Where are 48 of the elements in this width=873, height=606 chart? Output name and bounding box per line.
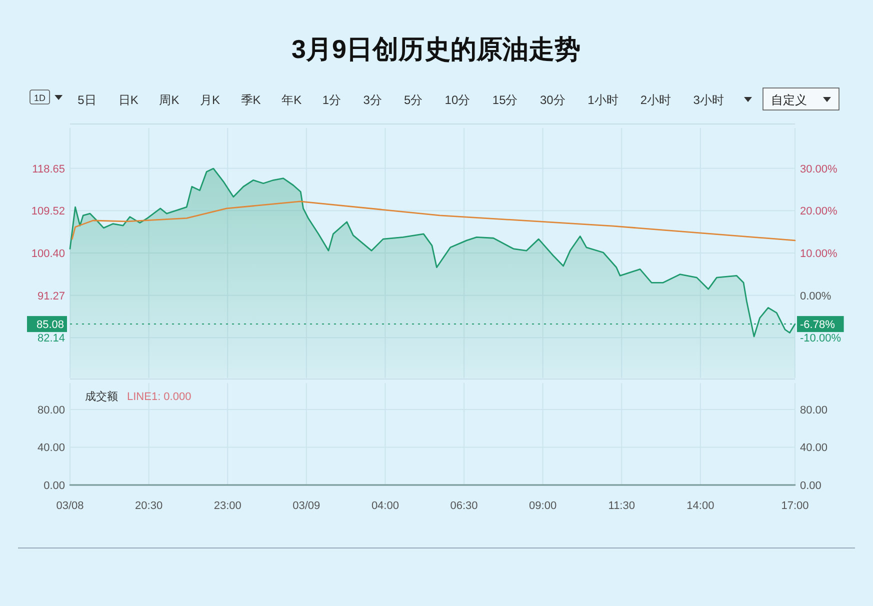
text: 日K [118, 93, 138, 107]
y2-tick-label: 20.00% [800, 206, 838, 218]
text: 5分 [404, 93, 423, 107]
y-tick-label: 109.52 [31, 206, 65, 218]
text: 5日 [78, 93, 96, 107]
text: 15分 [492, 93, 518, 107]
text: 周K [159, 93, 180, 107]
text: 3小时 [693, 93, 724, 107]
y-tick-label: 91.27 [37, 290, 65, 302]
x-tick-label: 09:00 [529, 500, 557, 512]
annotation: -6.78% [800, 319, 836, 332]
text: 2小时 [640, 93, 672, 107]
y2-tick-label: 40.00 [800, 442, 828, 454]
text: 10分 [444, 93, 470, 107]
text: 月K [200, 93, 220, 107]
text: 30分 [540, 93, 566, 107]
x-tick-label: 03/08 [56, 500, 84, 512]
y2-tick-label: 30.00% [800, 163, 838, 176]
y-tick-label: 118.65 [32, 163, 65, 176]
y2-tick-label: 10.00% [800, 248, 838, 260]
y-tick-label: 80.00 [37, 404, 65, 416]
text: 1分 [322, 93, 342, 107]
x-tick-label: 03/09 [292, 500, 320, 512]
text: 3分 [363, 93, 382, 107]
annotation: 成交额 [85, 390, 118, 403]
text: 自定义 [771, 93, 807, 107]
x-tick-label: 23:00 [214, 500, 242, 512]
y-tick-label: 100.40 [31, 248, 65, 260]
y2-tick-label: 80.00 [800, 404, 828, 416]
text: 1小时 [588, 93, 618, 107]
y2-tick-label: -10.00% [800, 332, 842, 345]
y-tick-label: 40.00 [37, 442, 65, 454]
y-tick-label: 0.00 [44, 480, 65, 492]
text: 1D [34, 93, 46, 103]
ref-line-label: 85.08 [36, 319, 64, 332]
text: 季K [240, 93, 261, 107]
y-tick-label: 82.14 [37, 332, 65, 345]
x-tick-label: 06:30 [450, 500, 478, 512]
chart-title: 3月9日创历史的原油走势 [292, 34, 580, 64]
x-tick-label: 17:00 [781, 500, 809, 512]
y2-tick-label: 0.00% [800, 290, 832, 302]
y2-tick-label: 0.00 [800, 480, 822, 492]
text: 年K [282, 93, 302, 107]
x-tick-label: 11:30 [608, 500, 635, 512]
x-tick-label: 14:00 [686, 500, 714, 512]
x-tick-label: 20:30 [135, 500, 163, 512]
x-tick-label: 04:00 [371, 500, 399, 512]
annotation: LINE1: 0.000 [127, 391, 192, 403]
